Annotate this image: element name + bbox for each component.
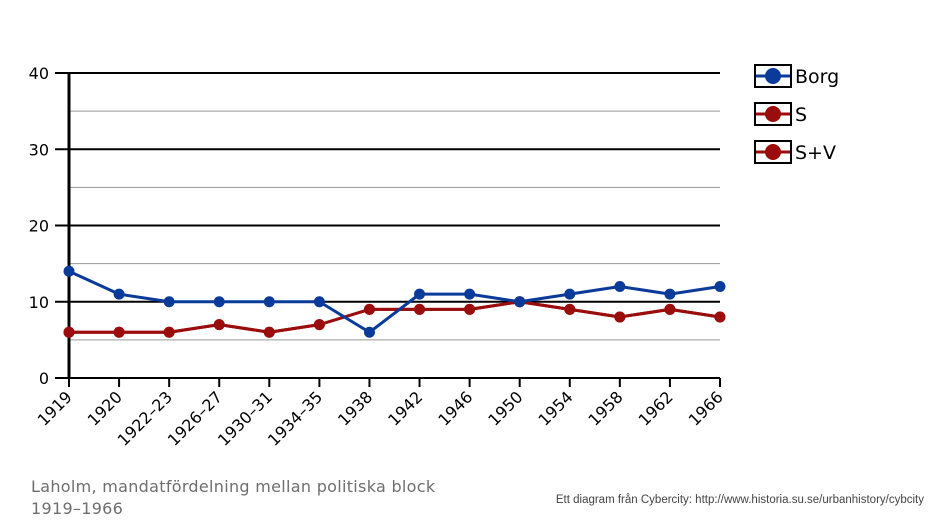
- y-tick-label-30: 30: [29, 140, 49, 159]
- legend-label-0: Borg: [795, 66, 839, 88]
- data-point-1-1: [113, 326, 125, 338]
- data-point-0-13: [714, 281, 726, 292]
- legend-label-2: S+V: [795, 142, 836, 164]
- data-point-1-3: [213, 319, 225, 331]
- x-tick-label-1: 1920: [84, 387, 126, 429]
- data-point-0-9: [514, 296, 526, 308]
- data-point-0-3: [213, 296, 225, 308]
- data-point-1-11: [614, 311, 626, 323]
- series-0: [63, 265, 726, 338]
- series-1: [63, 296, 726, 338]
- y-tick-label-10: 10: [29, 293, 49, 312]
- data-point-1-12: [664, 303, 676, 315]
- legend-label-1: S: [795, 104, 807, 126]
- data-point-0-6: [363, 326, 375, 338]
- data-point-1-4: [263, 326, 275, 338]
- data-point-0-7: [414, 288, 426, 300]
- series-line-1: [69, 300, 721, 334]
- y-tick-label-20: 20: [29, 217, 49, 236]
- x-tick-label-0: 1919: [34, 387, 76, 429]
- legend: Borg S S+V: [754, 64, 839, 164]
- legend-item-2: S+V: [754, 140, 836, 164]
- x-tick-label-9: 1950: [484, 387, 526, 429]
- data-point-0-4: [263, 296, 275, 308]
- data-point-1-8: [464, 303, 476, 315]
- data-point-0-10: [564, 288, 576, 300]
- x-tick-label-8: 1946: [434, 387, 476, 429]
- data-point-0-5: [313, 296, 325, 308]
- data-point-1-13: [714, 311, 726, 323]
- data-point-0-2: [163, 296, 175, 308]
- x-tick-label-7: 1942: [384, 387, 426, 429]
- y-tick-label-0: 0: [39, 369, 49, 388]
- data-point-1-5: [313, 319, 325, 331]
- x-tick-label-10: 1954: [534, 387, 576, 429]
- series: [63, 265, 726, 338]
- y-tick-label-40: 40: [29, 64, 49, 83]
- legend-swatch-marker-0: [765, 68, 781, 84]
- legend-item-0: Borg: [754, 64, 839, 88]
- chart: 0 10 20 30 40 1919 19201922–231926–271930–311…: [29, 64, 839, 450]
- series-line-0: [68, 269, 721, 334]
- source-credit: Ett diagram från Cybercity: http://www.h…: [555, 494, 924, 506]
- x-tick-label-12: 1962: [635, 387, 677, 429]
- data-point-1-10: [564, 303, 576, 315]
- chart-caption: Laholm, mandatfördelning mellan politisk…: [31, 477, 436, 518]
- y-tick-labels: 0 10 20 30 40: [29, 64, 69, 388]
- legend-item-1: S: [754, 102, 807, 126]
- data-point-1-2: [163, 326, 175, 338]
- legend-swatch-marker-2: [765, 144, 781, 160]
- data-point-0-1: [113, 288, 125, 300]
- legend-swatch-marker-1: [765, 106, 781, 122]
- data-point-0-0: [63, 265, 75, 277]
- data-point-1-6: [363, 303, 375, 315]
- data-point-1-0: [63, 326, 75, 338]
- x-tick-label-6: 1938: [334, 387, 376, 429]
- data-point-0-11: [614, 281, 626, 292]
- data-point-0-12: [664, 288, 676, 300]
- data-point-1-7: [414, 303, 426, 315]
- data-point-0-8: [464, 288, 476, 300]
- x-tick-label-5: 1934–35: [264, 387, 326, 449]
- x-tick-label-13: 1966: [685, 387, 727, 429]
- x-tick-label-11: 1958: [584, 387, 626, 429]
